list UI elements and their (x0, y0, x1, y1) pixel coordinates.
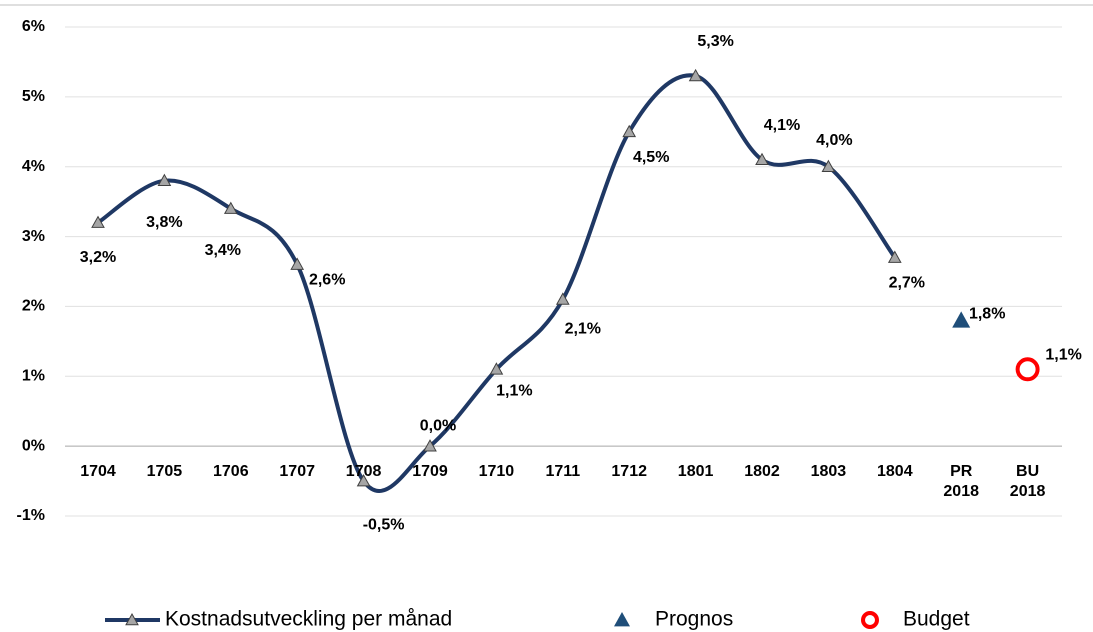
marker (688, 68, 703, 82)
x-tick-label: 1708 (345, 463, 382, 480)
x-tick-label: PR 2018 (943, 463, 979, 500)
x-tick-label: 1706 (213, 463, 249, 480)
x-tick-label: BU 2018 (1009, 463, 1046, 500)
y-tick-label: 5% (22, 88, 45, 105)
legend-marker (861, 611, 879, 629)
legend-label: Budget (903, 608, 970, 631)
data-label: 3,2% (80, 249, 116, 266)
data-label: 2,6% (309, 272, 345, 289)
y-tick-label: -1% (17, 507, 45, 524)
data-label: 4,1% (764, 117, 800, 134)
marker (157, 173, 172, 186)
marker (489, 362, 504, 375)
marker (223, 201, 238, 214)
x-tick-label: 1711 (545, 463, 581, 480)
x-tick-label: 1804 (877, 463, 913, 480)
x-tick-label: 1707 (279, 463, 315, 480)
data-label: 4,5% (633, 149, 669, 166)
y-tick-label: 6% (22, 18, 45, 35)
budget-marker (1015, 357, 1040, 382)
legend-label: Kostnadsutveckling per månad (165, 608, 452, 631)
marker (821, 159, 836, 173)
x-tick-label: 1803 (810, 463, 847, 480)
marker (755, 152, 769, 166)
data-label: 2,1% (565, 321, 601, 338)
legend-label: Prognos (655, 608, 733, 631)
y-tick-label: 0% (22, 437, 45, 454)
x-tick-label: 1802 (744, 463, 780, 480)
x-tick-label: 1712 (611, 463, 647, 480)
marker (555, 292, 570, 305)
data-label: 1,1% (1045, 347, 1081, 364)
y-tick-label: 4% (22, 158, 45, 175)
line-series (96, 73, 897, 493)
data-label: -0,5% (363, 516, 405, 533)
x-tick-label: 1705 (146, 463, 183, 480)
marker (423, 439, 437, 452)
y-tick-label: 2% (22, 298, 45, 315)
x-tick-label: 1801 (677, 463, 714, 480)
legend-marker (614, 612, 630, 627)
y-tick-label: 1% (22, 368, 45, 385)
marker (91, 215, 105, 228)
x-tick-label: 1710 (478, 463, 515, 480)
legend-marker (125, 612, 139, 626)
marker (356, 474, 371, 487)
data-label: 1,8% (969, 306, 1005, 323)
marker (290, 257, 305, 270)
x-tick-label: 1704 (80, 463, 116, 480)
data-label: 5,3% (697, 33, 733, 50)
data-label: 4,0% (816, 132, 852, 149)
data-label: 0,0% (420, 417, 456, 434)
x-tick-label: 1709 (412, 463, 448, 480)
y-tick-label: 3% (22, 228, 45, 245)
data-label: 3,4% (205, 242, 241, 259)
marker (887, 250, 902, 263)
data-label: 3,8% (146, 214, 182, 231)
data-label: 1,1% (496, 383, 532, 400)
prognos-marker (952, 311, 971, 328)
data-label: 2,7% (889, 275, 925, 292)
marker (622, 124, 637, 138)
